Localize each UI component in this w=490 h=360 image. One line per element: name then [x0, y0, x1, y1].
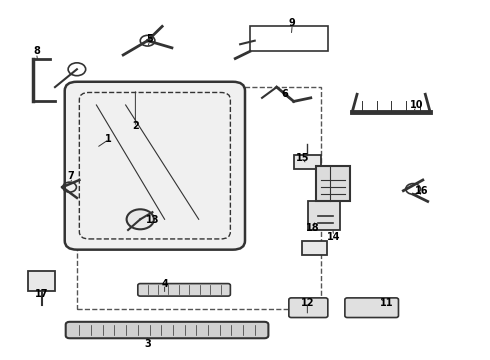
FancyBboxPatch shape — [345, 298, 398, 318]
Bar — [302, 241, 327, 255]
Text: 5: 5 — [147, 34, 153, 44]
Bar — [250, 26, 328, 51]
Text: 4: 4 — [161, 279, 168, 289]
FancyBboxPatch shape — [65, 82, 245, 249]
Text: 17: 17 — [35, 289, 49, 299]
Circle shape — [126, 209, 154, 229]
Text: 12: 12 — [300, 298, 314, 308]
Text: 8: 8 — [33, 46, 40, 57]
FancyBboxPatch shape — [289, 298, 328, 318]
Bar — [294, 155, 320, 169]
Text: 13: 13 — [146, 215, 159, 225]
Text: 14: 14 — [327, 232, 341, 242]
Bar — [316, 166, 350, 202]
Text: 1: 1 — [105, 134, 112, 144]
Bar — [308, 202, 340, 230]
Text: 7: 7 — [67, 171, 74, 181]
FancyBboxPatch shape — [138, 284, 230, 296]
Bar — [77, 87, 320, 309]
Text: 16: 16 — [415, 186, 428, 196]
Bar — [28, 271, 55, 291]
Text: 6: 6 — [282, 89, 288, 99]
Text: 18: 18 — [306, 223, 320, 233]
Text: 9: 9 — [289, 18, 295, 28]
Text: 3: 3 — [144, 339, 151, 349]
Text: 10: 10 — [410, 100, 423, 110]
Text: 11: 11 — [380, 298, 393, 308]
FancyBboxPatch shape — [66, 322, 269, 338]
Text: 15: 15 — [296, 153, 309, 163]
Text: 2: 2 — [132, 121, 139, 131]
